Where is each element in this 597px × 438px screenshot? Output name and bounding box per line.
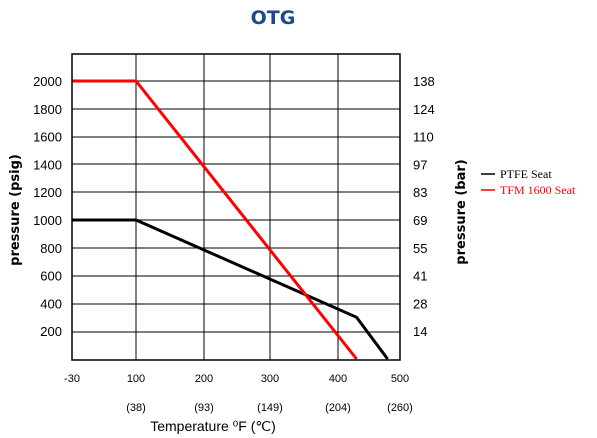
y-tick-label: 600 bbox=[40, 269, 62, 284]
y2-tick-label: 41 bbox=[413, 269, 427, 284]
y2-axis-ticks: 14 28 41 55 69 83 97 110 124 138 bbox=[413, 74, 435, 339]
y2-tick-label: 138 bbox=[413, 74, 435, 89]
y-tick-label: 1600 bbox=[33, 130, 62, 145]
series-lines bbox=[72, 79, 389, 360]
y-tick-label: 1800 bbox=[33, 102, 62, 117]
x-tick-label: -30 bbox=[64, 373, 80, 385]
y-tick-label: 200 bbox=[40, 324, 62, 339]
legend-label: PTFE Seat bbox=[500, 167, 552, 181]
y2-tick-label: 110 bbox=[413, 130, 434, 145]
y-axis-ticks: 200 400 600 800 1000 1200 1400 1600 1800 2000 bbox=[33, 74, 62, 339]
y2-tick-label: 69 bbox=[413, 213, 427, 228]
x-celsius-tick-label: (38) bbox=[126, 402, 146, 414]
x-tick-label: 500 bbox=[391, 373, 409, 385]
y2-tick-label: 28 bbox=[413, 296, 427, 311]
series-line-ptfe-seat bbox=[72, 218, 389, 360]
x-tick-label: 300 bbox=[261, 373, 279, 385]
x-tick-label: 400 bbox=[329, 373, 347, 385]
x-tick-label: 100 bbox=[127, 373, 145, 385]
x-tick-label: 200 bbox=[195, 373, 213, 385]
x-axis-ticks: -30 100 200 300 400 500 bbox=[64, 373, 409, 385]
y2-tick-label: 124 bbox=[413, 102, 435, 117]
x-axis-label: Temperature ⁰F (℃) bbox=[150, 418, 276, 434]
plot-frame bbox=[71, 53, 401, 361]
x-celsius-tick-label: (260) bbox=[387, 402, 413, 414]
series-line-tfm-1600-seat bbox=[72, 79, 358, 360]
x-axis-celsius-ticks: (38) (93) (149) (204) (260) bbox=[126, 402, 413, 414]
y2-tick-label: 14 bbox=[413, 324, 427, 339]
y-axis-label: pressure (psig) bbox=[8, 154, 23, 266]
y-tick-label: 1400 bbox=[33, 157, 62, 172]
chart-title: OTG bbox=[251, 7, 296, 29]
y-tick-label: 1200 bbox=[33, 185, 62, 200]
y2-tick-label: 83 bbox=[413, 185, 427, 200]
y-tick-label: 800 bbox=[40, 241, 62, 256]
y-tick-label: 2000 bbox=[33, 74, 62, 89]
y2-tick-label: 97 bbox=[413, 157, 427, 172]
legend: PTFE Seat TFM 1600 Seat bbox=[481, 167, 576, 197]
x-celsius-tick-label: (149) bbox=[257, 402, 283, 414]
y2-tick-label: 55 bbox=[413, 241, 427, 256]
x-celsius-tick-label: (204) bbox=[325, 402, 351, 414]
y2-axis-label: pressure (bar) bbox=[454, 159, 469, 264]
legend-label: TFM 1600 Seat bbox=[500, 183, 576, 197]
y-tick-label: 1000 bbox=[33, 213, 62, 228]
x-celsius-tick-label: (93) bbox=[194, 402, 214, 414]
y-tick-label: 400 bbox=[40, 296, 62, 311]
